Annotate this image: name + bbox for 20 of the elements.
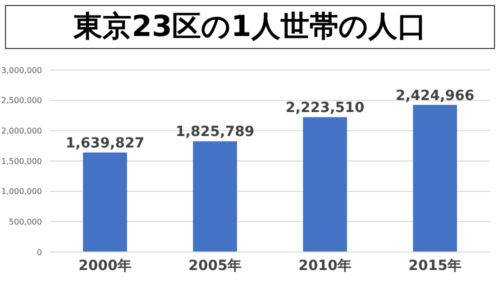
bar bbox=[193, 141, 237, 252]
y-tick-label: 2,500,000 bbox=[1, 96, 42, 106]
y-tick-label: 500,000 bbox=[8, 218, 42, 227]
bar bbox=[413, 104, 457, 252]
bar bbox=[303, 117, 347, 252]
y-tick-label: 1,000,000 bbox=[1, 187, 42, 196]
x-tick-label: 2015年 bbox=[408, 258, 462, 274]
y-tick-label: 2,000,000 bbox=[1, 126, 42, 136]
bar bbox=[83, 152, 127, 252]
y-tick-label: 3,000,000 bbox=[1, 66, 42, 75]
x-tick-label: 2005年 bbox=[188, 258, 242, 274]
data-label: 2,424,966 bbox=[396, 88, 474, 104]
x-tick-label: 2010年 bbox=[298, 258, 352, 274]
data-label: 1,825,789 bbox=[176, 124, 254, 140]
x-tick-label: 2000年 bbox=[78, 258, 132, 274]
data-label: 2,223,510 bbox=[286, 100, 365, 116]
chart-title: 東京23区の1人世帯の人口 bbox=[5, 5, 495, 49]
data-label: 1,639,827 bbox=[66, 136, 144, 152]
y-tick-label: 0 bbox=[36, 248, 42, 257]
y-tick-label: 1,500,000 bbox=[1, 156, 42, 166]
